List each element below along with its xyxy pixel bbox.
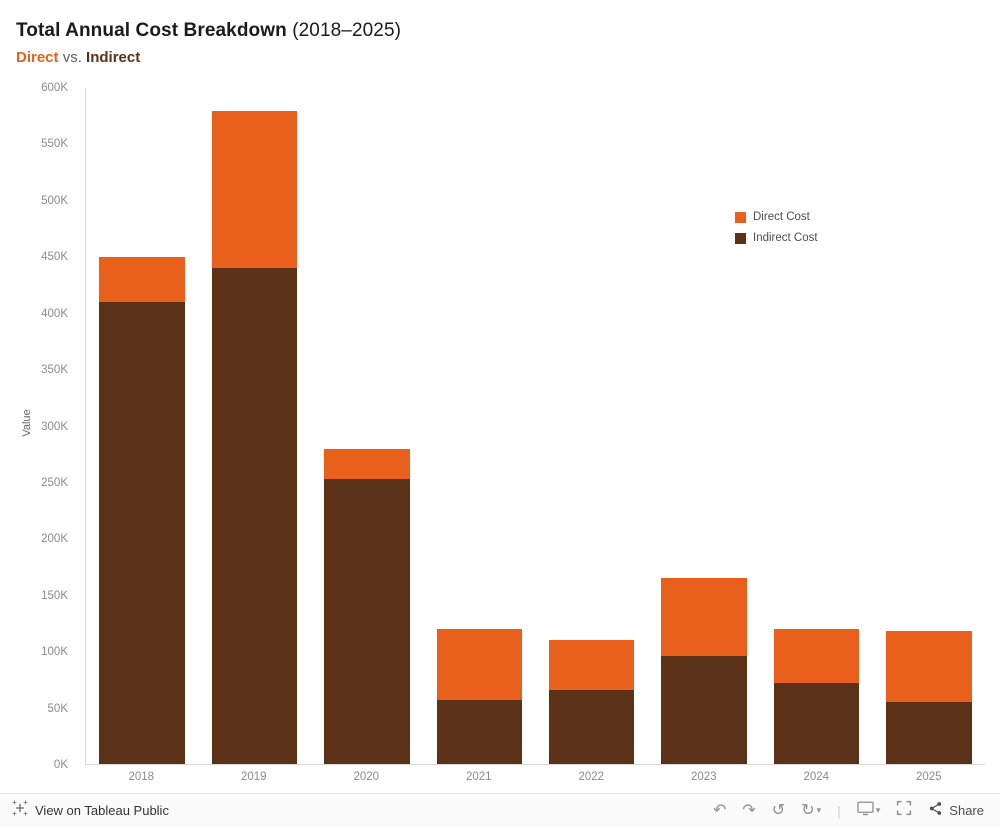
redo-icon[interactable]: ↷: [742, 801, 756, 819]
bar-2019-direct-cost[interactable]: [211, 110, 298, 269]
y-tick-label: 150K: [41, 589, 68, 602]
subtitle-indirect: Indirect: [86, 49, 141, 66]
bar-column-2018: [86, 88, 198, 764]
chart-title-main: Total Annual Cost Breakdown: [16, 20, 287, 41]
bar-column-2025: [873, 88, 985, 764]
share-button[interactable]: Share: [928, 801, 984, 821]
bar-2022[interactable]: [548, 88, 635, 764]
bar-2021[interactable]: [436, 88, 522, 764]
bar-2025[interactable]: [886, 88, 972, 764]
bar-2023-indirect-cost[interactable]: [661, 655, 747, 764]
y-tick-label: 250K: [41, 476, 68, 489]
y-tick-label: 300K: [41, 420, 68, 433]
legend-label: Direct Cost: [753, 211, 810, 223]
refresh-button[interactable]: ↻ ▾: [801, 801, 822, 819]
bar-2020[interactable]: [324, 88, 410, 764]
legend: Direct Cost Indirect Cost: [735, 211, 818, 253]
y-tick-label: 0K: [53, 759, 68, 771]
y-tick-label: 100K: [41, 646, 68, 659]
bar-2020-indirect-cost[interactable]: [324, 478, 410, 764]
x-tick-label-2024: 2024: [803, 771, 830, 783]
bar-2018-direct-cost[interactable]: [99, 257, 185, 303]
device-layout-button[interactable]: ▾: [857, 801, 881, 821]
x-tick-label-2025: 2025: [915, 771, 942, 783]
bar-2021-indirect-cost[interactable]: [436, 699, 522, 764]
bar-2024[interactable]: [773, 88, 860, 764]
subtitle-direct: Direct: [16, 49, 59, 66]
bar-2022-indirect-cost[interactable]: [548, 689, 635, 764]
bar-2021-direct-cost[interactable]: [436, 628, 522, 700]
bar-2018[interactable]: [99, 88, 185, 764]
fullscreen-icon[interactable]: [896, 800, 912, 821]
bar-2023-direct-cost[interactable]: [661, 578, 747, 656]
bar-2022-direct-cost[interactable]: [548, 640, 635, 690]
bar-column-2022: [536, 88, 648, 764]
y-tick-label: 500K: [41, 194, 68, 207]
legend-item-indirect-cost[interactable]: Indirect Cost: [735, 232, 818, 244]
tableau-logo-icon: [12, 800, 28, 821]
undo-icon[interactable]: ↶: [712, 801, 727, 819]
bar-2024-direct-cost[interactable]: [773, 628, 860, 683]
bar-column-2024: [760, 88, 872, 764]
toolbar-buttons: ↶ ↷ ↺ ↻ ▾ | ▾: [713, 800, 1000, 821]
legend-item-direct-cost[interactable]: Direct Cost: [735, 211, 818, 223]
share-label: Share: [949, 803, 984, 818]
bar-column-2019: [198, 88, 310, 764]
chart-subtitle: Direct vs. Indirect: [16, 49, 140, 66]
tableau-toolbar: View on Tableau Public ↶ ↷ ↺ ↻ ▾ | ▾: [0, 793, 1000, 827]
y-tick-label: 550K: [41, 138, 68, 151]
refresh-caret-down-icon: ▾: [816, 805, 822, 815]
y-tick-label: 350K: [41, 364, 68, 377]
bar-column-2020: [311, 88, 423, 764]
subtitle-vs: vs.: [58, 49, 87, 66]
legend-label: Indirect Cost: [753, 232, 818, 244]
bar-2018-indirect-cost[interactable]: [99, 302, 185, 764]
legend-swatch: [735, 232, 746, 244]
y-tick-label: 50K: [47, 702, 68, 715]
device-monitor-icon: [857, 801, 874, 821]
bar-2025-indirect-cost[interactable]: [886, 702, 972, 764]
bar-column-2023: [648, 88, 760, 764]
view-on-tableau-public-link[interactable]: View on Tableau Public: [0, 800, 169, 821]
chart-title-years: (2018–2025): [286, 20, 402, 41]
y-tick-label: 600K: [41, 82, 68, 94]
view-on-tableau-public-label: View on Tableau Public: [35, 803, 169, 818]
replay-icon[interactable]: ↺: [771, 801, 786, 819]
bar-2024-indirect-cost[interactable]: [773, 682, 860, 764]
bar-2025-direct-cost[interactable]: [886, 631, 972, 703]
bar-2020-direct-cost[interactable]: [324, 448, 410, 479]
x-tick-label-2023: 2023: [690, 771, 717, 783]
x-tick-label-2018: 2018: [128, 771, 155, 783]
dashboard: Total Annual Cost Breakdown (2018–2025) …: [0, 20, 985, 783]
refresh-icon: ↻: [801, 801, 815, 819]
x-tick-label-2019: 2019: [240, 771, 267, 783]
x-tick-label-2020: 2020: [353, 771, 380, 783]
y-tick-label: 200K: [41, 533, 68, 546]
y-tick-label: 400K: [41, 307, 68, 320]
toolbar-separator: |: [837, 802, 841, 819]
share-icon: [928, 801, 943, 821]
x-axis-labels: 2018 2019 2020 2021 2022 2023 2024 2025: [85, 771, 985, 783]
legend-swatch: [735, 211, 746, 223]
bar-2023[interactable]: [661, 88, 747, 764]
x-tick-label-2022: 2022: [578, 771, 605, 783]
bar-2019-indirect-cost[interactable]: [211, 268, 298, 764]
chart-title: Total Annual Cost Breakdown (2018–2025): [16, 20, 401, 42]
bar-2019[interactable]: [211, 88, 298, 764]
device-caret-down-icon: ▾: [875, 805, 881, 815]
plot-area: [85, 88, 985, 765]
y-tick-label: 450K: [41, 251, 68, 264]
y-axis-ticks: 0K 50K 100K 150K 200K 250K 300K 350K 400K 450K 500…: [0, 82, 76, 771]
bar-column-2021: [423, 88, 535, 764]
x-tick-label-2021: 2021: [465, 771, 492, 783]
